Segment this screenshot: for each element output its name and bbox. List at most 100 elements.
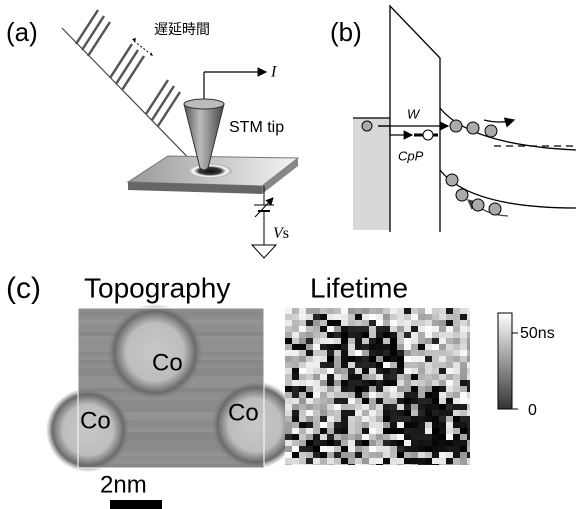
lifetime-pixel [439,440,446,446]
lifetime-pixel [411,392,418,398]
lifetime-pixel [425,356,432,362]
lifetime-pixel [453,452,460,458]
lifetime-pixel [320,452,327,458]
lifetime-pixel [411,368,418,374]
lifetime-pixel [292,458,299,464]
lifetime-pixel [285,398,292,404]
lifetime-pixel [362,440,369,446]
lifetime-pixel [355,452,362,458]
lifetime-pixel [439,362,446,368]
lifetime-pixel [313,314,320,320]
lifetime-pixel [299,338,306,344]
lifetime-pixel [369,416,376,422]
lifetime-pixel [320,464,327,465]
lifetime-pixel [369,458,376,464]
lifetime-pixel [362,356,369,362]
lifetime-pixel [418,410,425,416]
lifetime-pixel [355,320,362,326]
lifetime-pixel [460,314,467,320]
lifetime-pixel [383,452,390,458]
panel-label: (c) [6,272,41,305]
lifetime-pixel [348,452,355,458]
lifetime-pixel [355,308,362,314]
lifetime-pixel [383,458,390,464]
lifetime-pixel [418,356,425,362]
lifetime-pixel [467,386,470,392]
lifetime-pixel [320,338,327,344]
lifetime-pixel [404,422,411,428]
lifetime-pixel [348,392,355,398]
lifetime-pixel [369,398,376,404]
lifetime-pixel [362,314,369,320]
lifetime-pixel [460,338,467,344]
lifetime-pixel [355,464,362,465]
lifetime-pixel [397,332,404,338]
lifetime-pixel [404,398,411,404]
lifetime-pixel [320,416,327,422]
lifetime-pixel [355,434,362,440]
lifetime-pixel [425,362,432,368]
lifetime-pixel [348,350,355,356]
lifetime-pixel [376,368,383,374]
lifetime-pixel [362,416,369,422]
lifetime-pixel [334,392,341,398]
lifetime-pixel [432,398,439,404]
lifetime-pixel [327,410,334,416]
lifetime-pixel [453,458,460,464]
lifetime-pixel [439,338,446,344]
lifetime-pixel [418,392,425,398]
lifetime-pixel [404,350,411,356]
lifetime-pixel [446,344,453,350]
lifetime-pixel [327,398,334,404]
lifetime-pixel [404,416,411,422]
lifetime-pixel [355,326,362,332]
lifetime-pixel [376,446,383,452]
lifetime-pixel [467,398,470,404]
lifetime-pixel [376,356,383,362]
lifetime-pixel [460,386,467,392]
lifetime-pixel [467,362,470,368]
lifetime-pixel [404,320,411,326]
lifetime-pixel [439,446,446,452]
lifetime-pixel [306,422,313,428]
lifetime-pixel [425,416,432,422]
lifetime-pixel [355,314,362,320]
lifetime-pixel [306,344,313,350]
lifetime-pixel [320,344,327,350]
lifetime-pixel [334,338,341,344]
lifetime-pixel [418,440,425,446]
lifetime-pixel [341,320,348,326]
lifetime-pixel [306,362,313,368]
lifetime-pixel [411,434,418,440]
lifetime-pixel [425,410,432,416]
colorbar [498,313,512,409]
lifetime-pixel [320,368,327,374]
lifetime-pixel [404,464,411,465]
lifetime-pixel [376,440,383,446]
lifetime-pixel [292,308,299,314]
tip-fermi-sea [353,118,390,230]
lifetime-pixel [306,398,313,404]
lifetime-pixel [348,422,355,428]
lifetime-pixel [404,332,411,338]
lifetime-pixel [327,422,334,428]
lifetime-pixel [313,386,320,392]
lifetime-pixel [292,440,299,446]
lifetime-pixel [292,452,299,458]
lifetime-pixel [453,338,460,344]
lifetime-pixel [383,338,390,344]
lifetime-pixel [327,374,334,380]
lifetime-pixel [460,458,467,464]
lifetime-pixel [355,392,362,398]
lifetime-pixel [383,332,390,338]
lifetime-pixel [439,344,446,350]
lifetime-pixel [439,386,446,392]
lifetime-pixel [313,338,320,344]
lifetime-pixel [285,308,292,314]
lifetime-pixel [334,458,341,464]
lifetime-pixel [425,386,432,392]
lifetime-pixel [397,398,404,404]
lifetime-pixel [292,422,299,428]
lifetime-pixel [313,380,320,386]
lifetime-pixel [418,380,425,386]
